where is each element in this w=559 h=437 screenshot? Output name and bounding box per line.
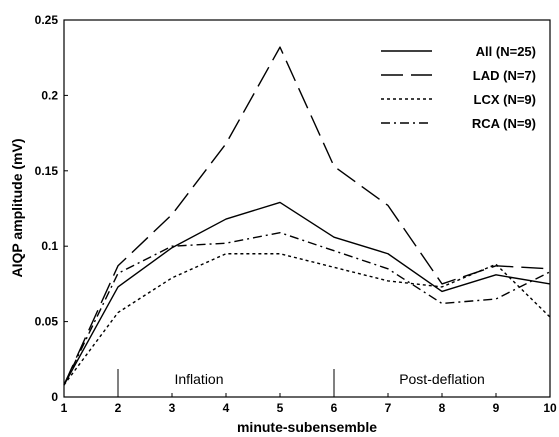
- legend-label: All (N=25): [476, 44, 536, 59]
- legend-label: LAD (N=7): [473, 68, 536, 83]
- plot-frame: [63, 19, 551, 398]
- x-tick-label: 2: [115, 401, 122, 415]
- legend-label: LCX (N=9): [474, 92, 536, 107]
- y-tick-label: 0.1: [41, 239, 58, 253]
- annotation-label: Inflation: [174, 371, 223, 387]
- x-tick-label: 7: [385, 401, 392, 415]
- phase-markers: [117, 369, 335, 397]
- x-tick-label: 3: [169, 401, 176, 415]
- x-tick-label: 8: [439, 401, 446, 415]
- y-tick-label: 0: [51, 390, 58, 404]
- x-tick-label: 5: [277, 401, 284, 415]
- x-tick-label: 1: [61, 401, 68, 415]
- legend: All (N=25) LAD (N=7) LCX (N=9) RCA (N=9): [381, 44, 536, 131]
- annotations: Inflation Post-deflation: [174, 371, 484, 387]
- y-axis-title: AIQP amplitude (mV): [9, 139, 25, 278]
- series-line-0: [63, 201, 551, 386]
- series-lines: [63, 46, 551, 386]
- x-tick-label: 9: [493, 401, 500, 415]
- x-axis-title: minute-subensemble: [237, 419, 377, 435]
- y-tick-label: 0.25: [35, 13, 59, 27]
- x-tick-label: 4: [223, 401, 230, 415]
- annotation-label: Post-deflation: [399, 371, 485, 387]
- series-line-2: [63, 253, 551, 386]
- y-tick-label: 0.2: [41, 88, 58, 102]
- y-tick-label: 0.05: [35, 315, 59, 329]
- legend-label: RCA (N=9): [472, 116, 536, 131]
- series-line-3: [63, 231, 551, 386]
- axis-ticks: 1 2 3 4 5 6 7 8 9 10 0 0.05 0.1 0.15 0.2 0.25: [35, 13, 557, 415]
- y-tick-label: 0.15: [35, 164, 59, 178]
- x-tick-label: 10: [543, 401, 557, 415]
- x-tick-label: 6: [331, 401, 338, 415]
